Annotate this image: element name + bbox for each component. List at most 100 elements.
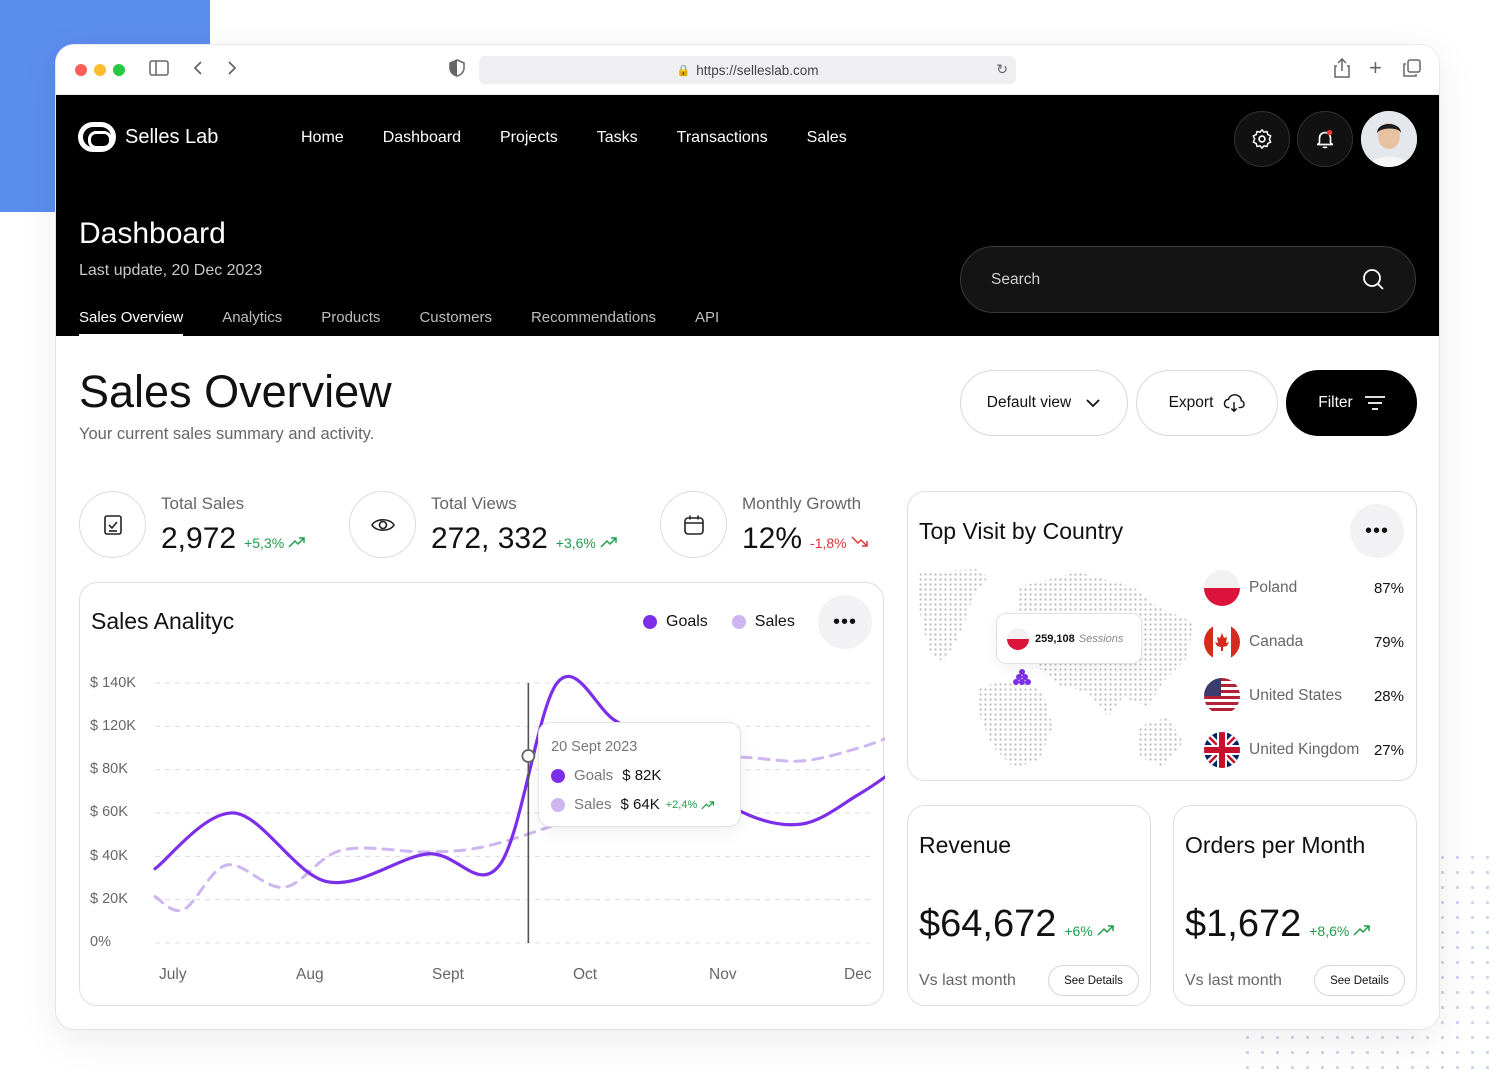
url-text: https://selleslab.com [696,62,819,78]
tab-sales-overview[interactable]: Sales Overview [79,309,184,336]
search-input[interactable]: Search [960,246,1416,313]
trend-up-icon [701,800,715,809]
tab-customers[interactable]: Customers [419,309,492,326]
tabs-overview-icon[interactable] [1403,59,1421,82]
map-tooltip-value: 259,108 [1035,632,1075,645]
privacy-shield-icon[interactable] [449,59,465,82]
address-bar[interactable]: 🔒 https://selleslab.com ↻ [479,56,1016,84]
maximize-window-button[interactable] [113,64,125,76]
orders-vs-text: Vs last month [1185,972,1282,989]
nav-projects[interactable]: Projects [499,129,558,146]
sales-line-chart [153,674,885,944]
trend-up-icon [288,537,305,548]
settings-button[interactable] [1234,111,1290,167]
nav-tasks[interactable]: Tasks [596,129,638,146]
stat-label: Total Views [431,494,517,513]
poland-flag-icon [1204,570,1240,606]
legend-goals-swatch [643,615,657,629]
poland-flag-icon [1007,627,1029,650]
tab-recommendations[interactable]: Recommendations [530,309,657,326]
browser-window: 🔒 https://selleslab.com ↻ + Selles Lab H… [56,45,1439,1029]
chart-hover-point[interactable] [521,749,536,763]
chart-tooltip: 20 Sept 2023 Goals $ 82K Sales $ 64K +2,… [538,722,741,827]
tab-api[interactable]: API [695,309,720,326]
top-visit-country-card: Top Visit by Country ••• 259,108 Session… [907,491,1417,781]
tab-products[interactable]: Products [321,309,381,326]
notifications-button[interactable] [1297,111,1353,167]
country-name: Canada [1249,633,1304,650]
revenue-see-details-button[interactable]: See Details [1048,965,1139,996]
y-tick: $ 60K [90,804,128,820]
default-view-dropdown[interactable]: Default view [960,370,1128,436]
country-card-title: Top Visit by Country [919,518,1124,544]
bell-icon [1316,129,1334,149]
orders-change-text: +8,6% [1309,923,1350,939]
gear-icon [1252,129,1272,149]
x-tick: Sept [432,966,464,983]
y-tick: $ 20K [90,891,128,907]
tooltip-sales-label: Sales [574,796,612,813]
orders-change: +8,6% [1309,923,1371,939]
orders-value-row: $1,672 +8,6% [1185,903,1371,946]
world-dot-map [918,569,1193,767]
share-icon[interactable] [1334,57,1350,83]
stat-change: +5,3% [244,535,306,551]
x-tick: Aug [296,966,324,983]
trend-up-icon [1353,925,1370,936]
lock-icon: 🔒 [676,64,691,77]
minimize-window-button[interactable] [94,64,106,76]
page-title: Sales Overview [79,366,392,417]
sidebar-toggle-icon[interactable] [149,59,169,81]
nav-home[interactable]: Home [301,129,344,146]
country-percent: 87% [1373,579,1404,597]
country-name: United Kingdom [1249,741,1360,758]
filter-label: Filter [1318,394,1353,411]
orders-see-details-button[interactable]: See Details [1314,965,1405,996]
tooltip-goals-row: Goals $ 82K [551,767,661,784]
browser-toolbar: 🔒 https://selleslab.com ↻ + [56,45,1439,95]
chart-legend: Goals Sales [643,613,795,631]
us-flag-icon [1204,678,1240,714]
stat-change-text: +5,3% [244,535,285,551]
x-tick: Dec [844,966,872,983]
stat-label: Total Sales [161,494,245,513]
default-view-label: Default view [986,394,1072,411]
more-dots-icon: ••• [832,610,857,633]
tab-analytics[interactable]: Analytics [222,309,283,326]
page-subtitle: Your current sales summary and activity. [79,425,375,443]
user-avatar[interactable] [1361,111,1417,167]
calendar-icon [660,491,727,558]
tooltip-date: 20 Sept 2023 [551,739,638,755]
section-tabs: Sales Overview Analytics Products Custom… [79,309,758,336]
nav-sales[interactable]: Sales [806,129,847,146]
orders-title: Orders per Month [1185,832,1366,858]
export-button[interactable]: Export [1136,370,1278,436]
filter-button[interactable]: Filter [1286,370,1417,436]
trend-up-icon [600,537,617,548]
new-tab-icon[interactable]: + [1369,55,1382,80]
revenue-value: $64,672 [919,903,1057,945]
cloud-download-icon [1224,394,1246,413]
revenue-vs-text: Vs last month [919,972,1016,989]
map-tooltip-label: Sessions [1078,632,1124,645]
stat-number: 272, 332 [431,522,548,555]
y-tick: $ 140K [90,675,136,691]
close-window-button[interactable] [75,64,87,76]
nav-dashboard[interactable]: Dashboard [382,129,461,146]
country-percent: 27% [1373,741,1404,759]
search-icon[interactable] [1361,267,1385,291]
more-dots-icon: ••• [1364,519,1389,542]
country-percent: 28% [1373,687,1404,705]
back-icon[interactable] [192,59,204,81]
nav-transactions[interactable]: Transactions [676,129,768,146]
country-more-button[interactable]: ••• [1350,504,1404,558]
series-line-goals [153,674,885,885]
country-name: United States [1249,687,1343,704]
revenue-title: Revenue [919,832,1012,858]
reload-icon[interactable]: ↻ [996,61,1008,77]
revenue-change-text: +6% [1064,923,1093,939]
forward-icon[interactable] [226,59,238,81]
revenue-value-row: $64,672 +6% [919,903,1115,946]
chart-more-button[interactable]: ••• [818,595,872,649]
brand-logo[interactable]: Selles Lab [78,122,218,152]
